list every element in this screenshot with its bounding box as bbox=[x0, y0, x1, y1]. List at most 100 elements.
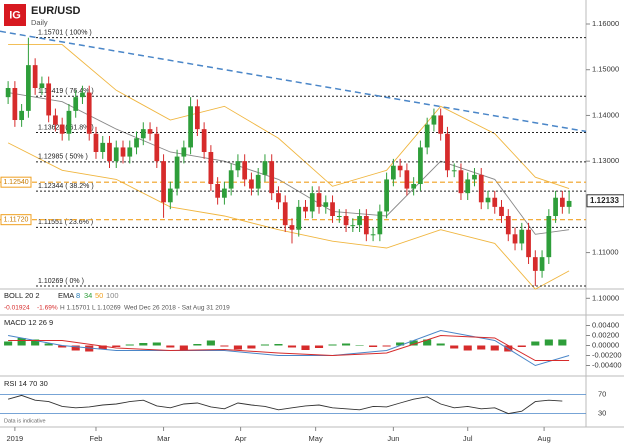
last-price-box bbox=[586, 194, 624, 208]
macd-bar bbox=[355, 345, 364, 346]
macd-bar bbox=[287, 345, 297, 348]
candle-body bbox=[309, 193, 315, 212]
fib-label: 1.13628 ( 61.8% ) bbox=[38, 124, 94, 131]
fib-label: 1.14419 ( 76.4% ) bbox=[38, 88, 94, 95]
candle-body bbox=[242, 161, 248, 180]
macd-bar bbox=[274, 344, 283, 346]
candle-body bbox=[296, 206, 302, 230]
candle-body bbox=[113, 147, 119, 162]
macd-bar bbox=[260, 344, 270, 346]
logo: IG bbox=[9, 9, 21, 21]
candle-body bbox=[438, 115, 444, 134]
candle-body bbox=[445, 133, 450, 171]
legend-entry: BOLL 20 2 bbox=[4, 291, 40, 300]
candle-body bbox=[80, 92, 85, 98]
macd-bar bbox=[152, 342, 161, 346]
candle-body bbox=[26, 65, 31, 111]
y-tick-label: 1.16000 bbox=[592, 19, 619, 28]
candle-body bbox=[262, 161, 268, 175]
macd-bar bbox=[477, 345, 486, 350]
candle-body bbox=[215, 184, 221, 198]
info-text: H 1.15701 bbox=[60, 305, 90, 312]
candle-body bbox=[100, 142, 106, 153]
candle-body bbox=[330, 202, 335, 217]
candle-body bbox=[532, 257, 538, 271]
macd-bar bbox=[98, 345, 107, 350]
bollinger-lower bbox=[7, 142, 570, 290]
macd-bar bbox=[58, 345, 67, 348]
candle-body bbox=[188, 106, 193, 148]
legend-entry: EMA bbox=[58, 291, 74, 300]
x-tick-label: Jul bbox=[463, 434, 473, 443]
candle-body bbox=[86, 92, 92, 134]
candle-body bbox=[499, 206, 504, 217]
candle-body bbox=[377, 211, 383, 235]
candle-body bbox=[357, 216, 362, 226]
macd-line bbox=[8, 329, 570, 367]
candle-body bbox=[140, 129, 146, 139]
fib-label: 1.15701 ( 100% ) bbox=[38, 30, 92, 37]
macd-bar bbox=[450, 345, 459, 349]
candle-body bbox=[519, 229, 525, 244]
macd-bar bbox=[166, 345, 175, 348]
macd-bar bbox=[382, 345, 391, 347]
candle-body bbox=[336, 216, 342, 218]
candle-body bbox=[350, 225, 356, 227]
macd-bar bbox=[125, 344, 134, 346]
x-tick-label: May bbox=[309, 434, 323, 443]
candle-body bbox=[485, 197, 491, 203]
macd-bar bbox=[301, 345, 310, 350]
candle-body bbox=[134, 138, 139, 148]
candle-body bbox=[431, 115, 437, 125]
candle-body bbox=[222, 188, 227, 198]
candle-body bbox=[465, 179, 471, 194]
info-text: L 1.10269 bbox=[92, 305, 121, 312]
macd-bar bbox=[409, 340, 418, 346]
fib-label: 1.10269 ( 0% ) bbox=[38, 278, 84, 285]
candle-body bbox=[32, 65, 38, 89]
candle-body bbox=[303, 206, 308, 212]
candle-body bbox=[397, 165, 403, 171]
candle-body bbox=[147, 129, 153, 134]
candle-body bbox=[235, 161, 241, 171]
legend-entry: 50 bbox=[95, 291, 103, 300]
macd-bar bbox=[517, 345, 526, 347]
x-tick-label: Jun bbox=[387, 434, 399, 443]
macd-y-tick-label: 0.00200 bbox=[592, 330, 619, 339]
candle-body bbox=[553, 197, 558, 217]
candle-body bbox=[492, 197, 498, 207]
macd-bar bbox=[17, 338, 26, 346]
macd-bar bbox=[396, 342, 405, 346]
macd-bar bbox=[31, 339, 40, 346]
info-text: Wed Dec 26 2018 - Sat Aug 31 2019 bbox=[124, 305, 230, 312]
candle-body bbox=[316, 193, 322, 207]
level-label: 1.11720 bbox=[4, 217, 29, 224]
candle-body bbox=[161, 161, 166, 203]
last-price-label: 1.12133 bbox=[590, 196, 619, 205]
macd-bar bbox=[4, 341, 13, 346]
macd-bar bbox=[179, 345, 188, 351]
candle-body bbox=[39, 83, 45, 89]
candle-body bbox=[391, 165, 396, 180]
candle-body bbox=[167, 188, 173, 203]
trendline bbox=[0, 30, 587, 133]
legend-entry: 8 bbox=[76, 291, 80, 300]
bollinger-middle bbox=[8, 92, 570, 235]
macd-bar bbox=[44, 343, 53, 346]
candle-body bbox=[66, 110, 72, 134]
candle-body bbox=[539, 257, 545, 271]
legend-entry: 100 bbox=[106, 291, 119, 300]
candle-body bbox=[424, 124, 430, 148]
candle-body bbox=[5, 88, 11, 98]
x-tick-label: Feb bbox=[90, 434, 103, 443]
candle-body bbox=[208, 152, 214, 185]
rsi-y-tick-label: 70 bbox=[598, 389, 606, 398]
macd-bar bbox=[247, 345, 256, 349]
candle-body bbox=[107, 142, 112, 162]
macd-bar bbox=[112, 345, 121, 347]
logo-box bbox=[4, 4, 26, 26]
candle-body bbox=[12, 88, 18, 121]
y-tick-label: 1.11000 bbox=[592, 248, 619, 257]
x-tick-label: 2019 bbox=[7, 434, 24, 443]
